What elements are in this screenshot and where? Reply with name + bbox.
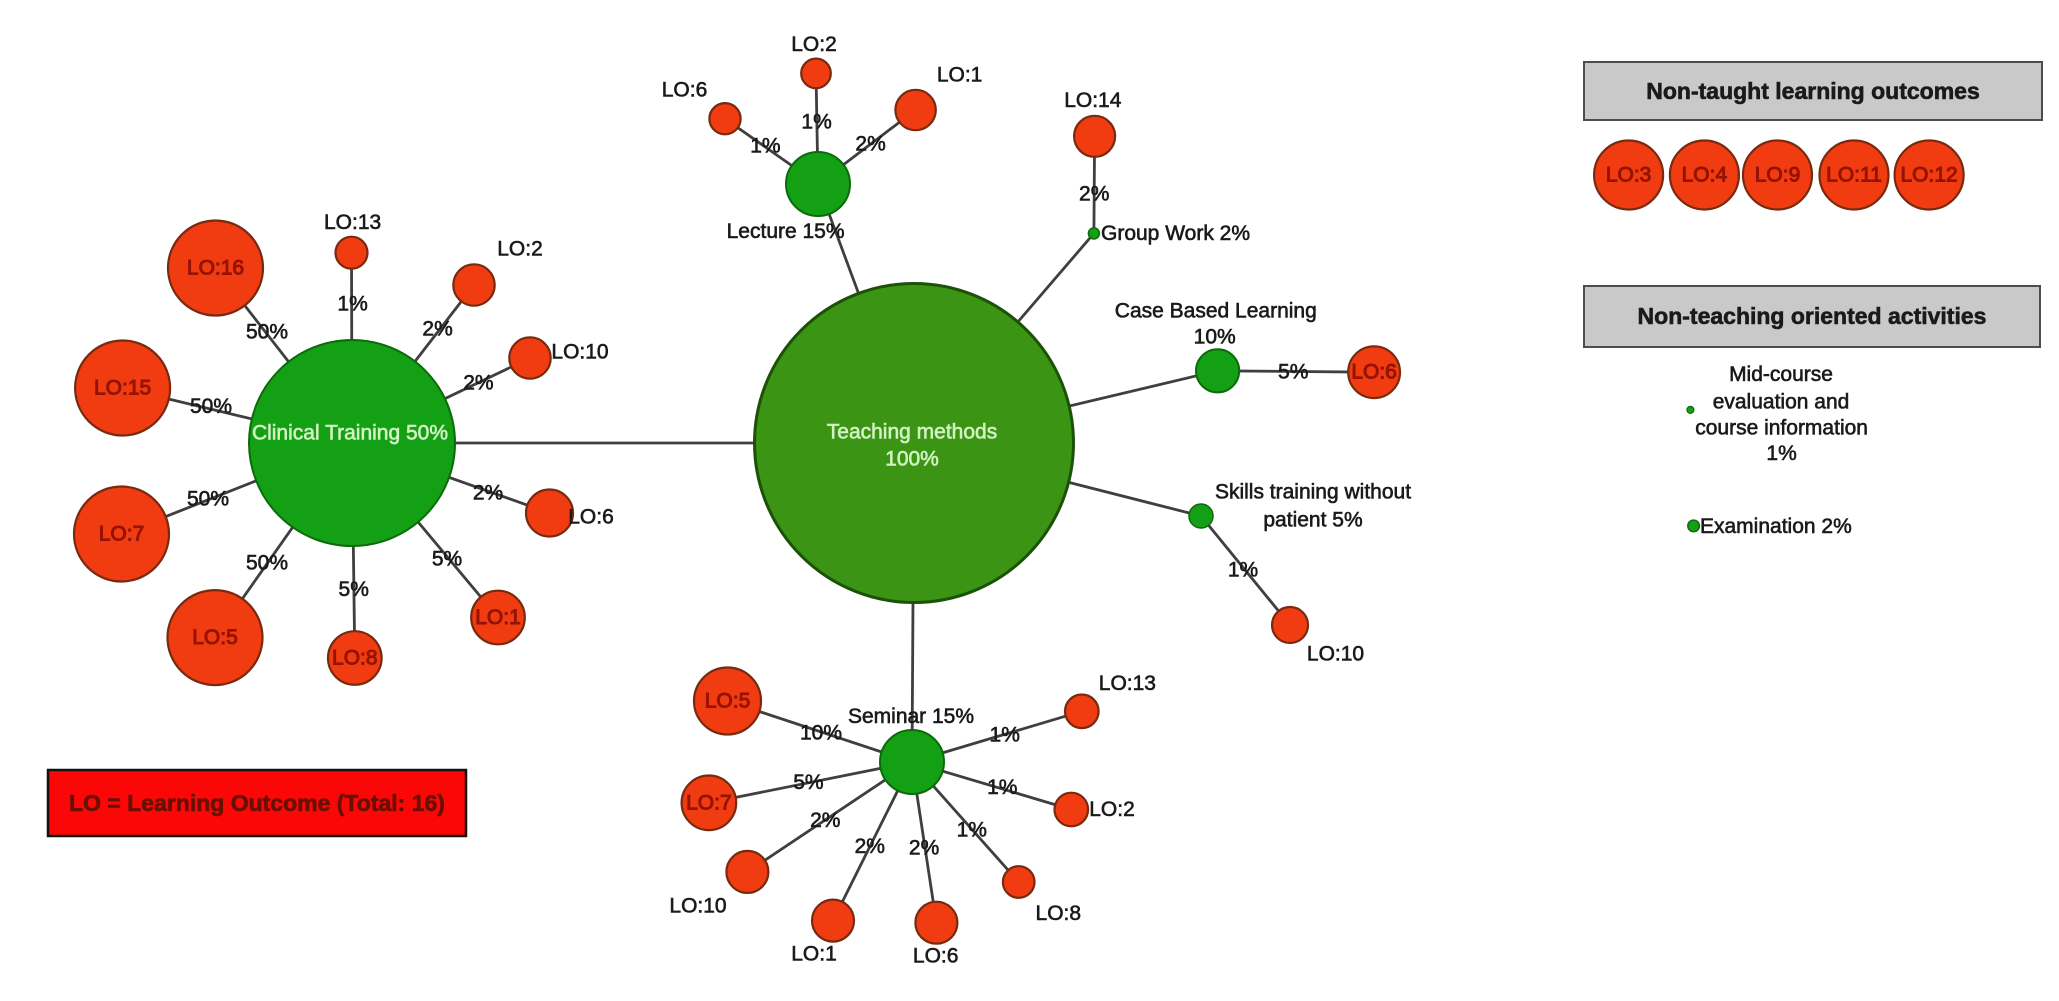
svg-text:evaluation and: evaluation and: [1713, 390, 1850, 413]
svg-text:LO:7: LO:7: [99, 523, 145, 546]
svg-text:LO:7: LO:7: [686, 791, 732, 814]
svg-text:1%: 1%: [750, 135, 780, 158]
svg-text:Clinical Training 50%: Clinical Training 50%: [252, 422, 448, 445]
svg-text:2%: 2%: [855, 835, 885, 858]
svg-text:LO:4: LO:4: [1682, 164, 1728, 187]
svg-text:2%: 2%: [855, 133, 885, 156]
svg-text:LO:2: LO:2: [1089, 798, 1135, 821]
svg-text:LO:8: LO:8: [332, 647, 378, 670]
svg-text:course information: course information: [1695, 416, 1868, 439]
svg-text:Non-taught learning outcomes: Non-taught learning outcomes: [1646, 78, 1980, 104]
svg-text:LO:6: LO:6: [913, 945, 959, 968]
svg-text:5%: 5%: [432, 548, 462, 571]
svg-text:1%: 1%: [990, 723, 1020, 746]
svg-text:LO:1: LO:1: [937, 64, 983, 87]
svg-text:LO:10: LO:10: [551, 341, 608, 364]
svg-text:5%: 5%: [793, 771, 823, 794]
svg-text:LO:2: LO:2: [497, 238, 543, 261]
svg-text:1%: 1%: [987, 776, 1017, 799]
svg-text:LO:14: LO:14: [1064, 89, 1122, 112]
svg-text:LO:6: LO:6: [1351, 361, 1397, 384]
svg-text:1%: 1%: [801, 111, 831, 134]
svg-text:5%: 5%: [1278, 361, 1308, 384]
svg-text:LO:13: LO:13: [324, 211, 381, 234]
svg-text:LO:11: LO:11: [1826, 164, 1882, 187]
svg-text:LO:1: LO:1: [791, 943, 837, 966]
svg-text:50%: 50%: [187, 487, 229, 510]
svg-text:100%: 100%: [885, 448, 939, 471]
svg-text:1%: 1%: [1766, 442, 1796, 465]
svg-text:LO:5: LO:5: [705, 690, 751, 713]
svg-text:2%: 2%: [810, 809, 840, 832]
svg-text:LO:6: LO:6: [568, 506, 614, 529]
svg-text:LO:10: LO:10: [1307, 643, 1364, 666]
svg-text:Case Based Learning: Case Based Learning: [1115, 300, 1317, 323]
svg-text:LO:12: LO:12: [1900, 164, 1957, 187]
svg-text:LO:10: LO:10: [669, 894, 726, 917]
svg-text:Seminar 15%: Seminar 15%: [848, 705, 974, 728]
svg-text:2%: 2%: [473, 482, 503, 505]
svg-text:LO:16: LO:16: [187, 257, 244, 280]
svg-text:Non-teaching oriented activiti: Non-teaching oriented activities: [1638, 303, 1987, 329]
svg-text:50%: 50%: [246, 552, 288, 575]
svg-text:5%: 5%: [339, 578, 369, 601]
svg-text:LO:3: LO:3: [1606, 164, 1652, 187]
svg-text:2%: 2%: [422, 318, 452, 341]
svg-text:2%: 2%: [1079, 182, 1109, 205]
svg-text:Teaching methods: Teaching methods: [827, 421, 997, 444]
svg-text:1%: 1%: [1228, 559, 1258, 582]
svg-text:10%: 10%: [800, 722, 842, 745]
svg-text:10%: 10%: [1194, 326, 1236, 349]
svg-text:LO:1: LO:1: [475, 606, 521, 629]
svg-text:LO:5: LO:5: [192, 626, 238, 649]
svg-text:Mid-course: Mid-course: [1729, 363, 1833, 386]
svg-text:LO:6: LO:6: [662, 79, 708, 102]
svg-text:LO:9: LO:9: [1755, 164, 1801, 187]
svg-text:LO:15: LO:15: [94, 377, 151, 400]
svg-text:LO:8: LO:8: [1036, 902, 1082, 925]
svg-text:LO:13: LO:13: [1099, 672, 1156, 695]
svg-text:2%: 2%: [463, 372, 493, 395]
svg-text:Skills training without: Skills training without: [1215, 481, 1411, 504]
svg-text:2%: 2%: [909, 837, 939, 860]
svg-text:Lecture 15%: Lecture 15%: [727, 220, 845, 243]
svg-text:LO = Learning Outcome (Total:: LO = Learning Outcome (Total: 16): [69, 790, 445, 816]
svg-text:patient 5%: patient 5%: [1263, 509, 1362, 532]
svg-text:1%: 1%: [337, 293, 367, 316]
svg-text:1%: 1%: [957, 818, 987, 841]
svg-text:50%: 50%: [190, 395, 232, 418]
svg-text:LO:2: LO:2: [791, 33, 837, 56]
svg-text:Examination 2%: Examination 2%: [1700, 515, 1852, 538]
svg-text:Group Work 2%: Group Work 2%: [1101, 222, 1250, 245]
svg-text:50%: 50%: [246, 321, 288, 344]
